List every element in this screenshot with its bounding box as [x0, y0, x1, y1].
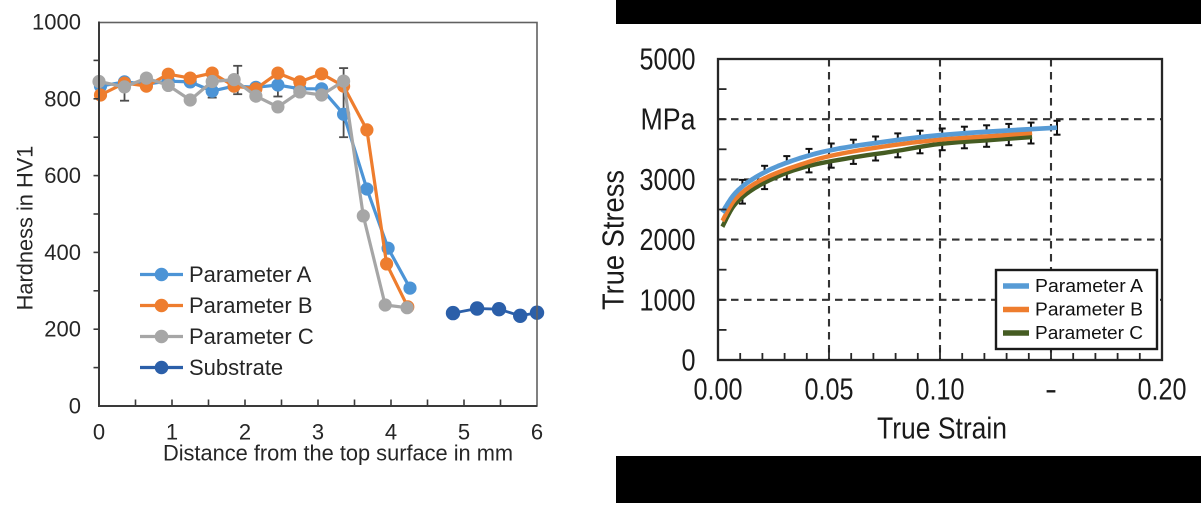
- svg-text:-: -: [1045, 372, 1057, 407]
- svg-text:Parameter B: Parameter B: [1035, 300, 1143, 320]
- svg-text:4: 4: [385, 420, 397, 445]
- svg-text:Parameter C: Parameter C: [1035, 323, 1143, 343]
- svg-text:Distance from the top surface: Distance from the top surface in mm: [163, 441, 513, 466]
- svg-text:True Strain: True Strain: [877, 411, 1007, 446]
- svg-text:0: 0: [682, 343, 696, 378]
- svg-text:0.05: 0.05: [805, 372, 854, 407]
- svg-text:200: 200: [44, 317, 81, 342]
- svg-text:0.20: 0.20: [1138, 372, 1187, 407]
- svg-text:600: 600: [44, 163, 81, 188]
- svg-text:Parameter B: Parameter B: [189, 293, 313, 318]
- svg-text:MPa: MPa: [641, 102, 697, 137]
- svg-text:Parameter A: Parameter A: [1035, 276, 1143, 296]
- svg-text:Parameter A: Parameter A: [189, 262, 312, 287]
- svg-text:5000: 5000: [640, 42, 696, 77]
- svg-text:Parameter C: Parameter C: [189, 324, 314, 349]
- svg-text:0: 0: [69, 394, 81, 419]
- svg-text:0.00: 0.00: [694, 372, 743, 407]
- svg-text:1000: 1000: [32, 10, 81, 35]
- svg-text:1000: 1000: [640, 282, 696, 317]
- svg-text:2000: 2000: [640, 222, 696, 257]
- svg-text:1: 1: [166, 420, 178, 445]
- svg-text:2: 2: [239, 420, 251, 445]
- svg-text:3000: 3000: [640, 162, 696, 197]
- svg-text:Substrate: Substrate: [189, 355, 283, 380]
- svg-text:0: 0: [93, 420, 105, 445]
- svg-text:Hardness in HV1: Hardness in HV1: [13, 146, 38, 311]
- svg-text:3: 3: [312, 420, 324, 445]
- svg-text:5: 5: [458, 420, 470, 445]
- svg-text:True Stress: True Stress: [596, 170, 631, 310]
- svg-text:400: 400: [44, 240, 81, 265]
- svg-text:800: 800: [44, 86, 81, 111]
- svg-text:0.10: 0.10: [916, 372, 965, 407]
- svg-text:6: 6: [531, 420, 543, 445]
